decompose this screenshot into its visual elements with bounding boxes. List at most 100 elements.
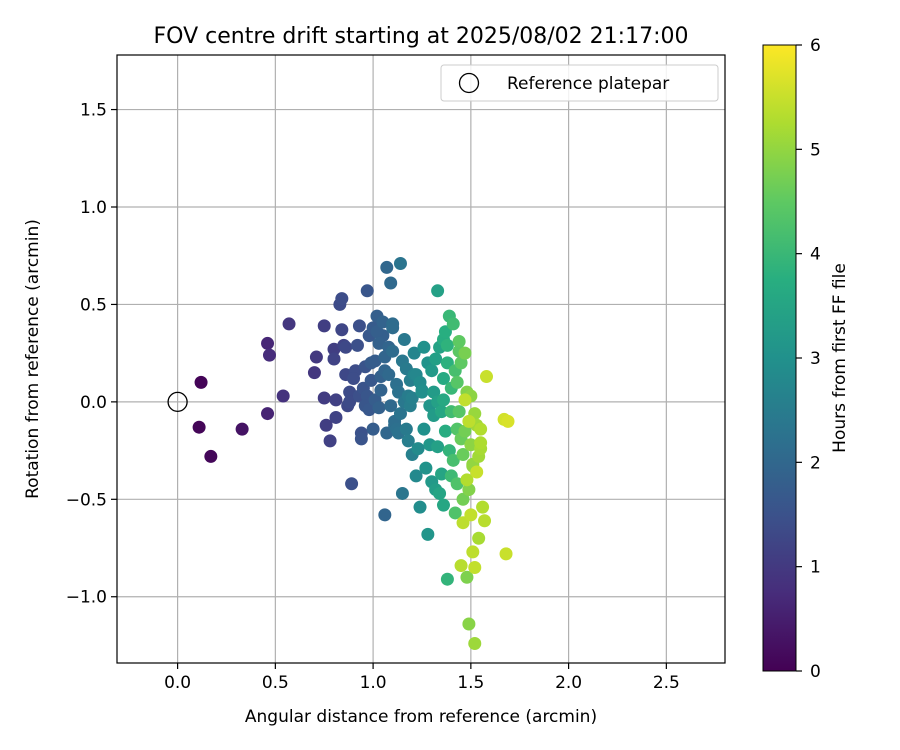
scatter-point — [435, 405, 449, 419]
scatter-point — [454, 559, 468, 573]
y-tick-label: 1.0 — [80, 198, 107, 218]
scatter-point — [476, 500, 490, 514]
scatter-point — [440, 572, 454, 586]
scatter-point — [345, 477, 359, 491]
scatter-point — [399, 422, 413, 436]
x-tick-label: 1.5 — [457, 673, 484, 693]
y-axis-title: Rotation from reference (arcmin) — [23, 219, 43, 499]
scatter-point — [458, 346, 472, 360]
scatter-point — [374, 383, 388, 397]
legend-marker-reference — [458, 72, 480, 94]
scatter-point — [468, 561, 482, 575]
scatter-point — [458, 393, 472, 407]
x-tick-label: 2.0 — [555, 673, 582, 693]
scatter-point — [405, 391, 419, 405]
scatter-point — [395, 486, 409, 500]
scatter-point — [262, 348, 276, 362]
scatter-point — [261, 407, 275, 421]
scatter-point — [354, 432, 368, 446]
y-axis-ticks: −1.0 −0.5 0.0 0.5 1.0 1.5 — [66, 101, 117, 608]
scatter-point — [435, 467, 449, 481]
data-points — [167, 257, 515, 651]
scatter-point — [372, 336, 386, 350]
x-axis-title: Angular distance from reference (arcmin) — [245, 707, 597, 727]
scatter-point — [393, 257, 407, 271]
scatter-point — [479, 370, 493, 384]
scatter-point — [501, 414, 515, 428]
scatter-point — [474, 422, 488, 436]
y-tick-label: 0.5 — [80, 295, 107, 315]
colorbar-gradient — [762, 44, 797, 672]
scatter-point — [366, 422, 380, 436]
y-tick-label: −0.5 — [66, 490, 107, 510]
scatter-point — [397, 333, 411, 347]
scatter-point — [466, 545, 480, 559]
colorbar-tick-label: 4 — [810, 245, 821, 265]
scatter-point — [452, 334, 466, 348]
colorbar-tick-label: 3 — [810, 349, 821, 369]
scatter-point — [429, 352, 443, 366]
scatter-point — [462, 617, 476, 631]
scatter-point — [329, 393, 343, 407]
scatter-point — [456, 492, 470, 506]
scatter-point — [446, 453, 460, 467]
scatter-point — [438, 424, 452, 438]
scatter-point — [317, 319, 331, 333]
grid — [117, 55, 725, 663]
scatter-point — [421, 527, 435, 541]
colorbar-tick-label: 0 — [810, 662, 821, 682]
scatter-point — [319, 418, 333, 432]
chart-title: FOV centre drift starting at 2025/08/02 … — [154, 24, 689, 49]
scatter-point — [440, 338, 454, 352]
x-axis-ticks: 0.0 0.5 1.0 1.5 2.0 2.5 — [164, 663, 680, 693]
scatter-point — [339, 340, 353, 354]
scatter-point — [462, 414, 476, 428]
scatter-point — [261, 336, 275, 350]
scatter-point — [364, 373, 378, 387]
scatter-point — [352, 319, 366, 333]
scatter-point — [343, 385, 357, 399]
scatter-point — [368, 354, 382, 368]
scatter-point — [323, 434, 337, 448]
scatter-point — [309, 350, 323, 364]
scatter-point — [419, 461, 433, 475]
legend-label-reference: Reference platepar — [507, 74, 669, 94]
scatter-point — [448, 506, 462, 520]
scatter-point — [343, 395, 357, 409]
scatter-point — [380, 260, 394, 274]
colorbar-tick-label: 1 — [810, 558, 821, 578]
scatter-point — [454, 356, 468, 370]
scatter-point — [470, 465, 484, 479]
scatter-point — [372, 401, 386, 415]
scatter-point — [386, 321, 400, 335]
x-tick-label: 2.5 — [653, 673, 680, 693]
scatter-point — [415, 385, 429, 399]
scatter-point — [276, 389, 290, 403]
scatter-point — [329, 410, 343, 424]
reference-platepar-marker — [167, 391, 188, 413]
scatter-point — [478, 514, 492, 528]
scatter-point — [456, 447, 470, 461]
scatter-point — [431, 284, 445, 298]
scatter-point — [458, 424, 472, 438]
scatter-point — [384, 399, 398, 413]
scatter-point — [460, 473, 474, 487]
colorbar-title: Hours from first FF file — [830, 263, 850, 453]
scatter-point — [378, 508, 392, 522]
scatter-point — [417, 422, 431, 436]
scatter-point — [452, 405, 466, 419]
scatter-point — [384, 276, 398, 290]
y-tick-label: −1.0 — [66, 588, 107, 608]
scatter-point — [327, 352, 341, 366]
scatter-point — [335, 292, 349, 306]
scatter-point — [462, 483, 476, 497]
scatter-point — [499, 547, 513, 561]
scatter-point — [427, 385, 441, 399]
y-tick-label: 0.0 — [80, 393, 107, 413]
colorbar-tick-label: 6 — [810, 36, 821, 56]
plot-frame — [116, 54, 726, 664]
scatter-point — [407, 346, 421, 360]
scatter-point — [382, 368, 396, 382]
scatter-point — [204, 449, 218, 463]
